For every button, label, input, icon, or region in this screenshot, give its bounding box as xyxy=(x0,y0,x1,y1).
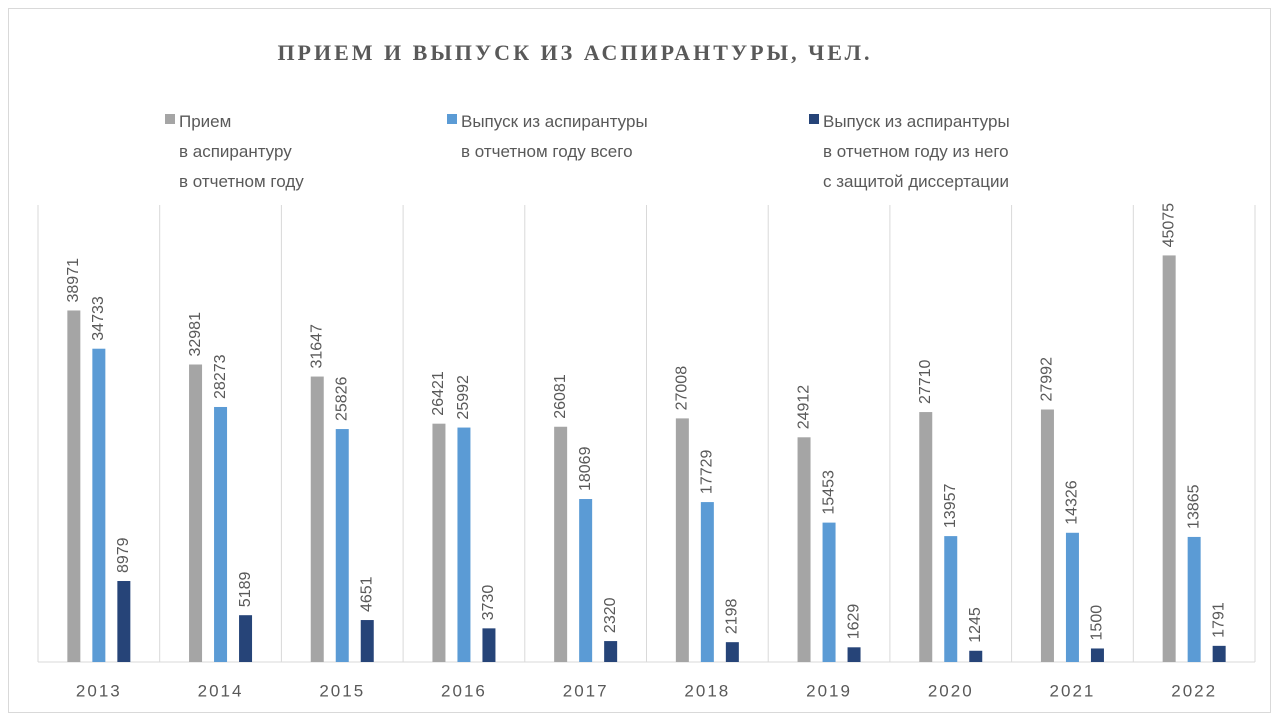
data-label: 1245 xyxy=(967,607,984,643)
bar xyxy=(310,376,324,662)
bar xyxy=(919,412,933,662)
data-label: 8979 xyxy=(115,537,132,573)
legend-swatch xyxy=(447,114,457,124)
bar xyxy=(797,437,811,662)
data-label: 32981 xyxy=(187,312,204,357)
data-label: 5189 xyxy=(237,571,254,607)
legend-label: Выпуск из аспирантуры в отчетном году из… xyxy=(823,112,1010,191)
x-tick-label: 2021 xyxy=(1050,681,1096,700)
data-label: 15453 xyxy=(820,470,837,515)
data-label: 34733 xyxy=(90,296,107,341)
x-tick-label: 2015 xyxy=(319,681,365,700)
bar xyxy=(579,499,593,662)
data-label: 4651 xyxy=(358,576,375,612)
legend-swatch xyxy=(809,114,819,124)
legend-item: Выпуск из аспирантуры в отчетном году из… xyxy=(809,107,1010,197)
data-label: 38971 xyxy=(65,258,82,303)
bar xyxy=(675,418,689,662)
data-label: 1500 xyxy=(1089,605,1106,641)
bar xyxy=(1090,648,1104,662)
bar xyxy=(432,423,446,662)
bar xyxy=(1162,255,1176,662)
chart-title: ПРИЕМ И ВЫПУСК ИЗ АСПИРАНТУРЫ, ЧЕЛ. xyxy=(277,40,872,65)
data-label: 25992 xyxy=(455,375,472,420)
data-label: 25826 xyxy=(333,376,350,421)
x-tick-label: 2016 xyxy=(441,681,487,700)
data-label: 18069 xyxy=(577,446,594,491)
data-label: 1629 xyxy=(845,604,862,640)
legend-label: Прием в аспирантуру в отчетном году xyxy=(179,112,304,191)
bar xyxy=(214,406,228,662)
legend-label: Выпуск из аспирантуры в отчетном году вс… xyxy=(461,112,648,161)
data-label: 28273 xyxy=(212,354,229,399)
data-label: 13865 xyxy=(1185,484,1202,529)
legend-item: Прием в аспирантуру в отчетном году xyxy=(165,107,304,197)
bar xyxy=(847,647,861,662)
data-label: 14326 xyxy=(1064,480,1081,525)
data-label: 45075 xyxy=(1160,203,1177,248)
bar xyxy=(1065,532,1079,662)
data-label: 27008 xyxy=(674,366,691,411)
data-label: 26081 xyxy=(552,374,569,419)
bar xyxy=(189,364,203,662)
data-label: 27992 xyxy=(1039,357,1056,402)
data-label: 31647 xyxy=(308,324,325,369)
bar xyxy=(457,427,471,662)
bar xyxy=(944,536,958,662)
data-label: 3730 xyxy=(480,585,497,621)
bar xyxy=(92,348,106,662)
bar xyxy=(969,650,983,662)
legend-swatch xyxy=(165,114,175,124)
x-tick-label: 2018 xyxy=(684,681,730,700)
data-label: 13957 xyxy=(942,484,959,529)
bar xyxy=(117,581,131,662)
data-label: 17729 xyxy=(699,449,716,494)
bar xyxy=(604,641,618,662)
bar xyxy=(1212,645,1226,662)
bar xyxy=(360,620,374,662)
x-tick-label: 2020 xyxy=(928,681,974,700)
bar xyxy=(700,502,714,662)
chart-border xyxy=(8,8,1271,713)
data-label: 2198 xyxy=(724,598,741,634)
bar xyxy=(482,628,496,662)
legend-item: Выпуск из аспирантуры в отчетном году вс… xyxy=(447,107,648,167)
bar xyxy=(554,426,568,662)
bar xyxy=(822,522,836,662)
bar xyxy=(1187,536,1201,662)
x-tick-label: 2014 xyxy=(198,681,244,700)
data-label: 24912 xyxy=(795,385,812,430)
bar xyxy=(1040,409,1054,662)
x-tick-label: 2019 xyxy=(806,681,852,700)
x-tick-label: 2017 xyxy=(563,681,609,700)
data-label: 2320 xyxy=(602,597,619,633)
bar xyxy=(239,615,253,662)
x-tick-label: 2022 xyxy=(1171,681,1217,700)
data-label: 1791 xyxy=(1210,602,1227,638)
data-label: 26421 xyxy=(430,371,447,416)
bar xyxy=(67,310,81,662)
bar xyxy=(725,642,739,662)
x-tick-label: 2013 xyxy=(76,681,122,700)
bar xyxy=(335,429,349,662)
data-label: 27710 xyxy=(917,359,934,404)
